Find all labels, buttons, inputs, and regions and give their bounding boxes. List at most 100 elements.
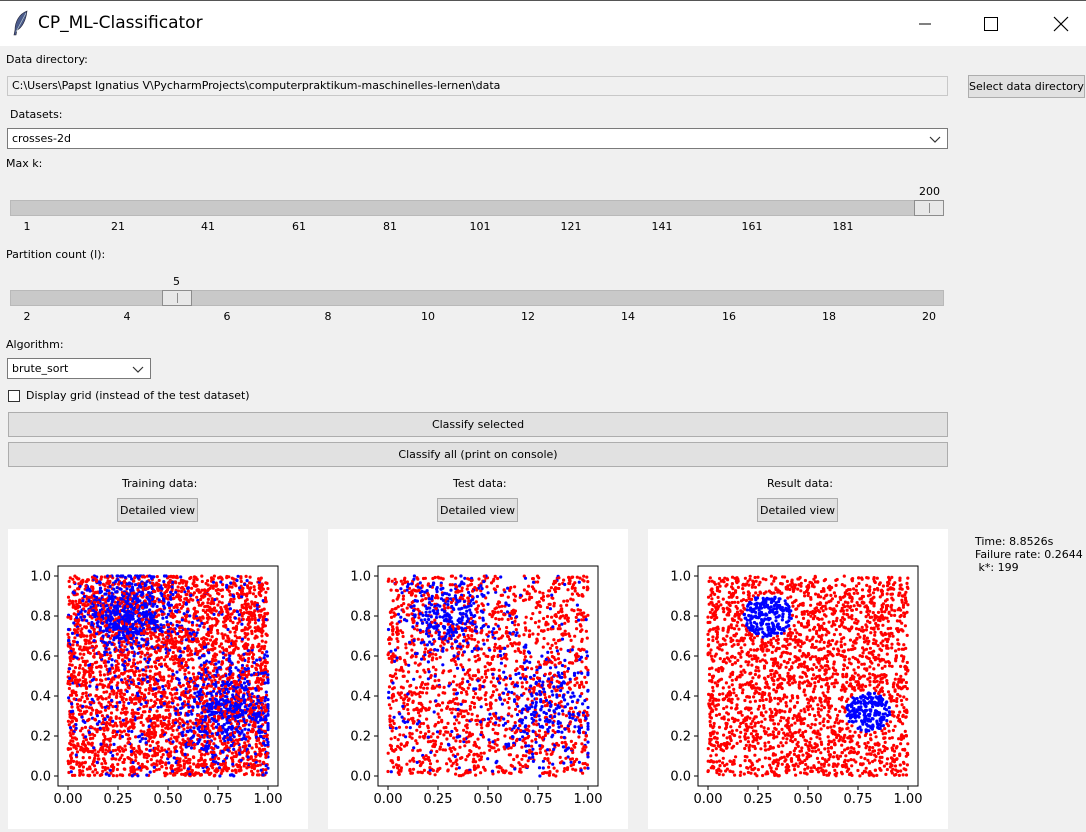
point-red (223, 742, 226, 745)
point-red (138, 674, 141, 677)
point-red (178, 732, 181, 735)
point-red (82, 742, 85, 745)
point-blue (130, 750, 133, 753)
point-red (185, 580, 188, 583)
point-red (81, 667, 84, 670)
point-red (82, 749, 85, 752)
point-blue (92, 746, 95, 749)
point-blue (146, 680, 149, 683)
point-red (264, 596, 267, 599)
point-red (116, 681, 119, 684)
close-button[interactable] (1026, 1, 1086, 47)
point-blue (174, 721, 177, 724)
point-blue (188, 614, 191, 617)
point-red (90, 706, 93, 709)
point-red (137, 678, 140, 681)
point-red (145, 748, 148, 751)
point-red (72, 640, 75, 643)
point-red (198, 604, 201, 607)
point-blue (266, 654, 269, 657)
datasets-combobox[interactable]: crosses-2d (7, 128, 948, 149)
point-red (258, 614, 261, 617)
point-blue (231, 710, 234, 713)
point-blue (149, 771, 152, 774)
point-red (91, 671, 94, 674)
point-red (131, 669, 134, 672)
point-red (182, 720, 185, 723)
point-red (236, 711, 239, 714)
point-red (91, 576, 94, 579)
point-red (195, 584, 198, 587)
point-red (246, 664, 249, 667)
test-detailed-view-button[interactable]: Detailed view (437, 498, 518, 522)
point-blue (187, 706, 190, 709)
select-data-directory-button[interactable]: Select data directory (968, 75, 1085, 98)
point-red (76, 684, 79, 687)
point-red (115, 660, 118, 663)
point-red (228, 590, 231, 593)
point-blue (216, 732, 219, 735)
point-red (187, 645, 190, 648)
result-detailed-view-button[interactable]: Detailed view (757, 498, 838, 522)
point-red (165, 739, 168, 742)
point-red (258, 742, 261, 745)
point-blue (229, 581, 232, 584)
point-red (81, 656, 84, 659)
point-blue (184, 753, 187, 756)
point-red (131, 715, 134, 718)
classify-selected-button[interactable]: Classify selected (8, 412, 948, 437)
point-red (153, 600, 156, 603)
point-blue (265, 650, 268, 653)
point-red (186, 593, 189, 596)
point-red (101, 766, 104, 769)
point-red (71, 774, 74, 777)
point-red (264, 624, 267, 627)
point-blue (134, 583, 137, 586)
algorithm-combobox[interactable]: brute_sort (7, 358, 151, 379)
point-red (103, 729, 106, 732)
training-detailed-view-button[interactable]: Detailed view (117, 498, 198, 522)
point-red (135, 750, 138, 753)
point-red (77, 744, 80, 747)
point-red (150, 758, 153, 761)
point-red (132, 683, 135, 686)
point-red (237, 749, 240, 752)
point-red (239, 727, 242, 730)
point-red (253, 585, 256, 588)
point-red (266, 634, 269, 637)
maximize-button[interactable] (956, 1, 1026, 47)
data-directory-field[interactable]: C:\Users\Papst Ignatius V\PycharmProject… (7, 76, 948, 96)
point-blue (196, 705, 199, 708)
point-red (117, 746, 120, 749)
point-red (222, 637, 225, 640)
point-red (129, 598, 132, 601)
point-red (97, 613, 100, 616)
max-k-slider-handle[interactable] (914, 200, 944, 216)
minimize-button[interactable] (890, 1, 960, 47)
max-k-slider[interactable] (10, 200, 944, 216)
point-red (182, 588, 185, 591)
point-blue (193, 700, 196, 703)
point-red (191, 599, 194, 602)
point-red (228, 719, 231, 722)
point-red (138, 647, 141, 650)
display-grid-checkbox[interactable] (8, 390, 20, 402)
point-red (150, 637, 153, 640)
x-tick-label: 0.50 (154, 792, 183, 807)
point-red (212, 751, 215, 754)
partition-count-slider-handle[interactable] (162, 290, 192, 306)
classify-all-button[interactable]: Classify all (print on console) (8, 442, 948, 467)
point-blue (206, 710, 209, 713)
point-red (237, 683, 240, 686)
max-k-tick: 81 (383, 220, 397, 233)
point-red (485, 585, 488, 588)
point-red (161, 613, 164, 616)
point-red (104, 709, 107, 712)
point-blue (122, 634, 125, 637)
partition-count-slider[interactable] (10, 290, 944, 306)
point-blue (150, 645, 153, 648)
point-blue (137, 708, 140, 711)
point-blue (177, 726, 180, 729)
point-red (222, 688, 225, 691)
point-red (73, 636, 76, 639)
